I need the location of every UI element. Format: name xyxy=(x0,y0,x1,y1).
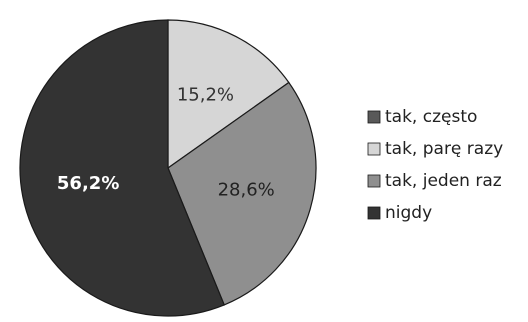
legend-label-1: tak, parę razy xyxy=(385,139,503,159)
legend-swatch-0 xyxy=(367,110,381,124)
legend-swatch-2 xyxy=(367,174,381,188)
pie-slice-2 xyxy=(19,19,225,317)
legend-label-3: nigdy xyxy=(385,203,432,223)
legend-swatch-1 xyxy=(367,142,381,156)
pie-slice-1 xyxy=(167,81,317,306)
slice-value-label-0: 15,2% xyxy=(177,85,234,106)
pie-slice-0 xyxy=(167,19,290,170)
legend-label-0: tak, często xyxy=(385,107,477,127)
slice-value-label-2: 56,2% xyxy=(57,173,119,194)
legend-label-2: tak, jeden raz xyxy=(385,171,502,191)
legend-swatch-3 xyxy=(367,206,381,220)
slice-value-label-1: 28,6% xyxy=(218,180,275,201)
